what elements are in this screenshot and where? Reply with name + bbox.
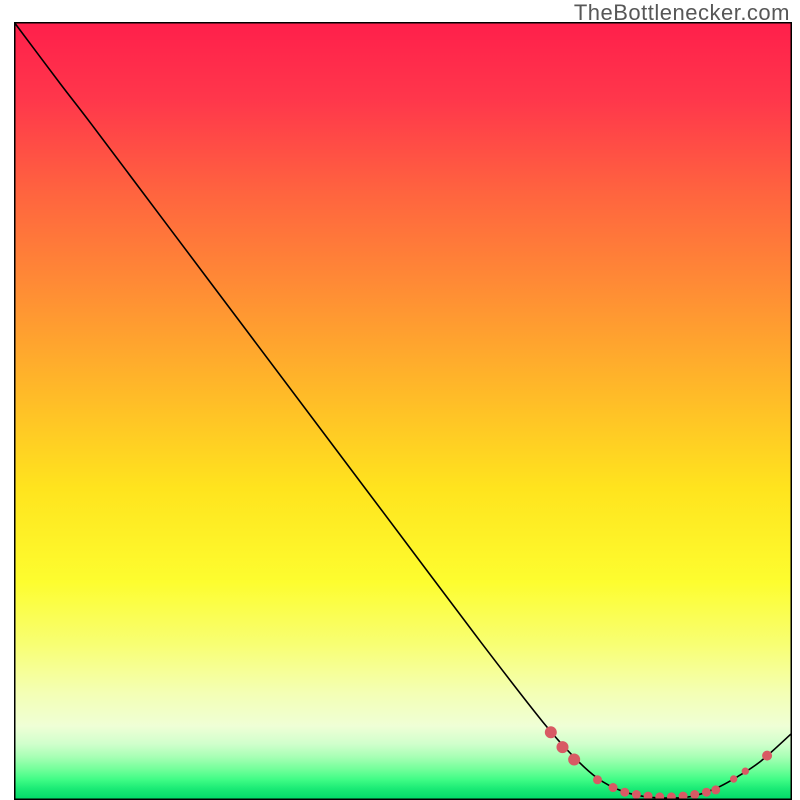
data-marker	[545, 727, 556, 738]
data-marker	[632, 791, 640, 799]
data-marker	[621, 788, 629, 796]
data-marker	[691, 791, 699, 799]
gradient-background	[14, 22, 792, 800]
data-marker	[730, 776, 736, 782]
bottleneck-chart: TheBottlenecker.com	[0, 0, 800, 800]
data-marker	[569, 754, 580, 765]
data-marker	[609, 784, 617, 792]
chart-svg	[14, 22, 792, 800]
data-marker	[557, 742, 568, 753]
data-marker	[594, 776, 602, 784]
plot-area	[14, 22, 792, 800]
data-marker	[712, 786, 720, 794]
data-marker	[702, 788, 710, 796]
data-marker	[763, 751, 772, 760]
data-marker	[742, 768, 748, 774]
